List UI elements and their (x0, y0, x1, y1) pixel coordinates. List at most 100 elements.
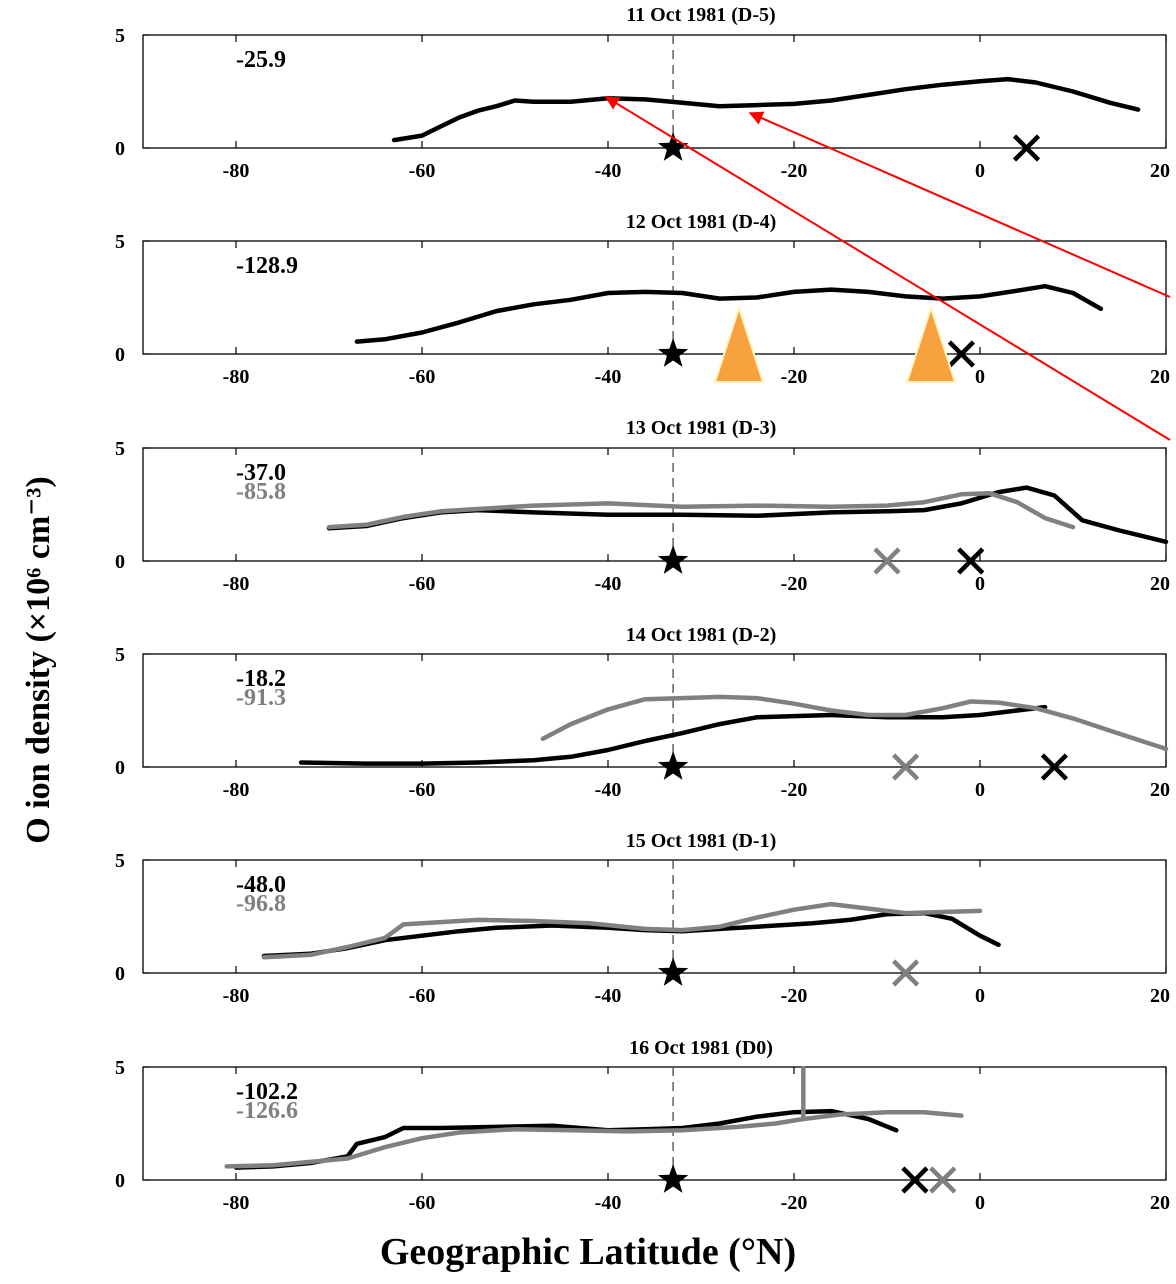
series-line-0 (298, 704, 1048, 766)
arrow-annotation (748, 111, 1171, 298)
x-tick-label: -80 (223, 160, 250, 182)
x-tick-label: -60 (409, 1192, 436, 1214)
series-line-1 (261, 901, 983, 960)
series-line-1 (224, 1065, 964, 1169)
x-tick-label: 0 (975, 985, 985, 1007)
x-tick-label: -80 (223, 985, 250, 1007)
y-tick-label: 5 (115, 438, 125, 460)
value-label: -37.0 (236, 460, 286, 486)
x-tick-label: -20 (781, 573, 808, 595)
x-tick-label: 0 (975, 160, 985, 182)
x-tick-label: -80 (223, 779, 250, 801)
y-tick-label: 0 (115, 344, 125, 366)
y-tick-label: 0 (115, 757, 125, 779)
y-tick-label: 5 (115, 1057, 125, 1079)
cross-marker (947, 340, 975, 368)
x-tick-label: 20 (1150, 573, 1170, 595)
x-tick-label: 20 (1150, 366, 1170, 388)
value-label: -91.3 (236, 685, 286, 711)
x-tick-label: 20 (1150, 160, 1170, 182)
y-tick-label: 5 (115, 25, 125, 47)
panel-frame (142, 859, 1167, 974)
x-tick-label: -20 (781, 985, 808, 1007)
triangle-marker (905, 304, 957, 383)
star-marker (657, 1164, 689, 1193)
x-tick-label: -60 (409, 160, 436, 182)
series-line-1 (326, 490, 1076, 530)
x-tick-label: -60 (409, 573, 436, 595)
cross-marker (1012, 134, 1041, 162)
x-tick-label: -80 (223, 1192, 250, 1214)
x-tick-label: -40 (595, 160, 622, 182)
star-marker (657, 957, 689, 986)
x-tick-label: 20 (1150, 985, 1170, 1007)
panel-title: 12 Oct 1981 (D-4) (626, 211, 777, 233)
value-label: -126.6 (236, 1098, 298, 1124)
cross-marker (1040, 753, 1068, 781)
y-axis-label: O ion density (×10⁶ cm⁻³) (20, 476, 57, 844)
value-label: -18.2 (236, 666, 286, 692)
x-tick-label: -40 (595, 1192, 622, 1214)
x-tick-label: -60 (409, 779, 436, 801)
value-label: -96.8 (236, 891, 286, 917)
x-tick-label: -80 (223, 573, 250, 595)
arrow-annotation (604, 96, 1171, 441)
value-label: -48.0 (236, 872, 286, 898)
x-tick-label: -20 (781, 779, 808, 801)
x-tick-label: 0 (975, 573, 985, 595)
panel-title: 16 Oct 1981 (D0) (629, 1037, 773, 1059)
x-tick-label: 0 (975, 1192, 985, 1214)
x-tick-label: 0 (975, 779, 985, 801)
x-tick-label: -20 (781, 160, 808, 182)
cross-marker (892, 959, 920, 987)
cross-marker (901, 1166, 929, 1194)
cross-marker (873, 547, 901, 575)
series-line-0 (261, 910, 1001, 959)
x-tick-label: -60 (409, 366, 436, 388)
y-tick-label: 0 (115, 551, 125, 573)
x-tick-label: 20 (1150, 1192, 1170, 1214)
x-tick-label: -40 (595, 573, 622, 595)
y-tick-label: 5 (115, 850, 125, 872)
x-tick-label: 20 (1150, 779, 1170, 801)
cross-marker (929, 1166, 957, 1194)
panel-title: 11 Oct 1981 (D-5) (626, 4, 775, 26)
series-line-1 (540, 694, 1169, 752)
y-tick-label: 0 (115, 138, 125, 160)
y-tick-label: 5 (115, 644, 125, 666)
panel-frame (142, 1066, 1167, 1181)
star-marker (657, 132, 689, 161)
x-tick-label: -60 (409, 985, 436, 1007)
x-tick-label: -40 (595, 779, 622, 801)
x-tick-label: -20 (781, 1192, 808, 1214)
x-tick-label: -40 (595, 366, 622, 388)
star-marker (657, 338, 689, 367)
star-marker (657, 751, 689, 780)
x-tick-label: 0 (975, 366, 985, 388)
x-axis-label: Geographic Latitude (°N) (379, 1231, 797, 1273)
star-marker (657, 545, 689, 574)
triangle-marker (713, 304, 765, 383)
y-tick-label: 0 (115, 1170, 125, 1192)
y-tick-label: 5 (115, 231, 125, 253)
panel-frame (142, 34, 1167, 149)
x-tick-label: -40 (595, 985, 622, 1007)
panel-frame (142, 447, 1167, 562)
value-label: -85.8 (236, 479, 286, 505)
y-axis-label-wrap: O ion density (×10⁶ cm⁻³) (8, 0, 68, 1279)
panel-frame (142, 653, 1167, 768)
panel-frame (142, 240, 1167, 355)
value-label: -102.2 (236, 1079, 298, 1105)
cross-marker (892, 753, 920, 781)
x-tick-label: -80 (223, 366, 250, 388)
y-tick-label: 0 (115, 963, 125, 985)
series-line-0 (391, 76, 1141, 143)
panel-title: 14 Oct 1981 (D-2) (626, 624, 777, 646)
panel-title: 13 Oct 1981 (D-3) (626, 417, 777, 439)
value-label: -128.9 (236, 253, 298, 279)
x-tick-label: -20 (781, 366, 808, 388)
cross-marker (957, 547, 985, 575)
series-line-0 (354, 283, 1104, 344)
